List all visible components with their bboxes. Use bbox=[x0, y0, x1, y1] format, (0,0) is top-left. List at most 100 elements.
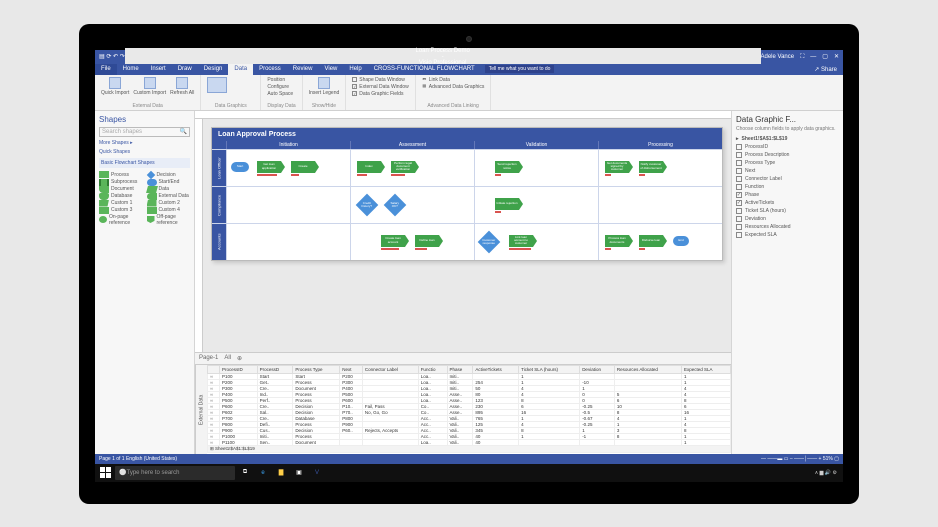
tab-data[interactable]: Data bbox=[228, 64, 253, 75]
tab-help[interactable]: Help bbox=[343, 64, 367, 75]
swimlane: Accounts Create loan account Define loan bbox=[212, 223, 722, 260]
field-checkbox[interactable]: Ticket SLA (hours) bbox=[736, 207, 839, 215]
shape-stencil-item[interactable]: Subprocess bbox=[99, 179, 143, 186]
refresh-all-button[interactable]: Refresh All bbox=[170, 77, 194, 96]
shape-process[interactable]: Create bbox=[291, 161, 315, 173]
shape-start[interactable]: Start bbox=[231, 162, 249, 172]
qat-icons[interactable]: ▤ ⟳ ↶ ↷ bbox=[99, 53, 125, 60]
shape-decision[interactable]: Customer response bbox=[478, 230, 501, 253]
field-checkbox[interactable]: Process Description bbox=[736, 151, 839, 159]
shape-stencil-item[interactable]: Custom 1 bbox=[99, 200, 143, 207]
visio-icon[interactable]: V bbox=[309, 465, 325, 481]
stencil-header[interactable]: Basic Flowchart Shapes bbox=[99, 158, 190, 168]
tab-view[interactable]: View bbox=[318, 64, 343, 75]
add-page-button[interactable]: ⊕ bbox=[237, 355, 242, 362]
shape-process[interactable]: Initiate rejection bbox=[495, 198, 519, 210]
configure-button[interactable]: Configure bbox=[267, 84, 295, 90]
data-graphic-fields-check[interactable]: ✓Data Graphic Fields bbox=[352, 91, 408, 97]
more-shapes-link[interactable]: More Shapes ▸ bbox=[99, 140, 190, 146]
field-checkbox[interactable]: Expected SLA bbox=[736, 231, 839, 239]
data-graphics-gallery[interactable] bbox=[207, 77, 227, 93]
shape-process[interactable]: Define loan bbox=[415, 235, 439, 247]
link-data-button[interactable]: ⫘Link Data bbox=[422, 77, 485, 83]
tab-insert[interactable]: Insert bbox=[145, 64, 172, 75]
insert-legend-button[interactable]: Insert Legend bbox=[309, 77, 340, 96]
phase-col: Assessment bbox=[350, 141, 474, 149]
shape-stencil-item[interactable]: Decision bbox=[147, 171, 191, 179]
phase-col: Processing bbox=[598, 141, 722, 149]
shape-process[interactable]: Send rejection notice bbox=[495, 161, 519, 173]
tab-review[interactable]: Review bbox=[287, 64, 319, 75]
advanced-data-graphics-button[interactable]: ▦Advanced Data Graphics bbox=[422, 84, 485, 90]
field-checkbox[interactable]: Function bbox=[736, 183, 839, 191]
shape-decision[interactable]: Salary OK? bbox=[384, 193, 407, 216]
auto-space-button[interactable]: Auto Space bbox=[267, 91, 295, 97]
shape-end[interactable]: End bbox=[673, 236, 689, 246]
sheet-node[interactable]: ▸ Sheet1!$A$1:$L$19 bbox=[736, 135, 839, 143]
position-button[interactable]: Position bbox=[267, 77, 295, 83]
shape-decision[interactable]: Credit history? bbox=[356, 193, 379, 216]
screen: ▤ ⟳ ↶ ↷ Loan Process Demo - Visio Profes… bbox=[95, 50, 843, 482]
field-checkbox[interactable]: ✓Phase bbox=[736, 191, 839, 199]
user-name[interactable]: Adele Vance bbox=[761, 54, 795, 60]
task-view-icon[interactable]: ⧉ bbox=[237, 465, 253, 481]
shape-process[interactable]: Perform legal document verification bbox=[391, 161, 415, 173]
window-controls[interactable]: ⛶—▢✕ bbox=[794, 53, 839, 61]
page-tab[interactable]: Page-1 bbox=[199, 355, 218, 361]
shape-stencil-item[interactable]: On-page reference bbox=[99, 214, 143, 226]
tab-draw[interactable]: Draw bbox=[172, 64, 198, 75]
external-data-window-check[interactable]: ✓External Data Window bbox=[352, 84, 408, 90]
field-checkbox[interactable]: Process Type bbox=[736, 159, 839, 167]
shape-process[interactable]: Get loan application bbox=[257, 161, 281, 173]
field-checkbox[interactable]: Connector Label bbox=[736, 175, 839, 183]
shape-process[interactable]: Notify customer of disbursement bbox=[639, 161, 663, 173]
tab-crossfunctionalflowchart[interactable]: CROSS-FUNCTIONAL FLOWCHART bbox=[368, 64, 481, 75]
tab-home[interactable]: Home bbox=[117, 64, 145, 75]
shape-process[interactable]: Get documents signed by customer bbox=[605, 161, 629, 173]
external-data-table[interactable]: ProcessIDProcessDProcess TypeNextConnect… bbox=[207, 365, 731, 454]
shape-process[interactable]: Disburse loan bbox=[639, 235, 663, 247]
drawing-canvas[interactable]: Loan Approval Process Initiation Assessm… bbox=[203, 119, 731, 352]
tab-process[interactable]: Process bbox=[253, 64, 287, 75]
shape-stencil-item[interactable]: External Data bbox=[147, 193, 191, 200]
tell-me-box[interactable]: Tell me what you want to do bbox=[485, 65, 555, 73]
ribbon-tabs: FileHomeInsertDrawDesignDataProcessRevie… bbox=[95, 64, 843, 75]
shape-stencil-item[interactable]: Process bbox=[99, 171, 143, 179]
all-pages[interactable]: All bbox=[224, 355, 231, 361]
custom-import-button[interactable]: Custom Import bbox=[133, 77, 166, 96]
quick-import-button[interactable]: Quick Import bbox=[101, 77, 129, 96]
shape-stencil-item[interactable]: Database bbox=[99, 193, 143, 200]
phase-col: Initiation bbox=[226, 141, 350, 149]
tab-design[interactable]: Design bbox=[198, 64, 229, 75]
shape-data-window-check[interactable]: Shape Data Window bbox=[352, 77, 408, 83]
field-checkbox[interactable]: ✓ActiveTickets bbox=[736, 199, 839, 207]
start-button[interactable] bbox=[97, 465, 113, 481]
shape-stencil-item[interactable]: Document bbox=[99, 186, 143, 193]
shapes-search-input[interactable]: Search shapes🔍 bbox=[99, 127, 190, 137]
store-icon[interactable]: ▣ bbox=[291, 465, 307, 481]
quick-shapes-link[interactable]: Quick Shapes bbox=[99, 149, 190, 155]
edge-icon[interactable]: e bbox=[255, 465, 271, 481]
shape-stencil-item[interactable]: Custom 2 bbox=[147, 200, 191, 207]
field-checkbox[interactable]: Next bbox=[736, 167, 839, 175]
system-tray[interactable]: ∧ ▆ 🔊 ⚙ bbox=[815, 470, 841, 476]
shape-stencil-item[interactable]: Custom 4 bbox=[147, 207, 191, 214]
field-checkbox[interactable]: Deviation bbox=[736, 215, 839, 223]
taskbar-search[interactable]: ⚪ Type here to search bbox=[115, 466, 235, 480]
explorer-icon[interactable]: ▇ bbox=[273, 465, 289, 481]
field-checkbox[interactable]: ProcessID bbox=[736, 143, 839, 151]
field-checkbox[interactable]: Resources Allocated bbox=[736, 223, 839, 231]
status-right[interactable]: — ——▬ ▭ – ——│—— + 51% ▢ bbox=[761, 456, 839, 462]
ribbon-group-external-data: Quick Import Custom Import Refresh All E… bbox=[95, 75, 201, 110]
tab-file[interactable]: File bbox=[95, 64, 117, 75]
share-button[interactable]: ↗ Share bbox=[814, 66, 843, 73]
shape-process[interactable]: Link loan account to customer bbox=[509, 235, 533, 247]
shape-process[interactable]: Process loan documents bbox=[605, 235, 629, 247]
shape-process[interactable]: Index bbox=[357, 161, 381, 173]
shape-stencil-item[interactable]: Data bbox=[147, 186, 191, 193]
shape-process[interactable]: Create loan account bbox=[381, 235, 405, 247]
monitor-bezel: ▤ ⟳ ↶ ↷ Loan Process Demo - Visio Profes… bbox=[79, 24, 859, 504]
shape-stencil-item[interactable]: Off-page reference bbox=[147, 214, 191, 226]
shape-stencil-item[interactable]: Custom 3 bbox=[99, 207, 143, 214]
shape-stencil-item[interactable]: Start/End bbox=[147, 179, 191, 186]
